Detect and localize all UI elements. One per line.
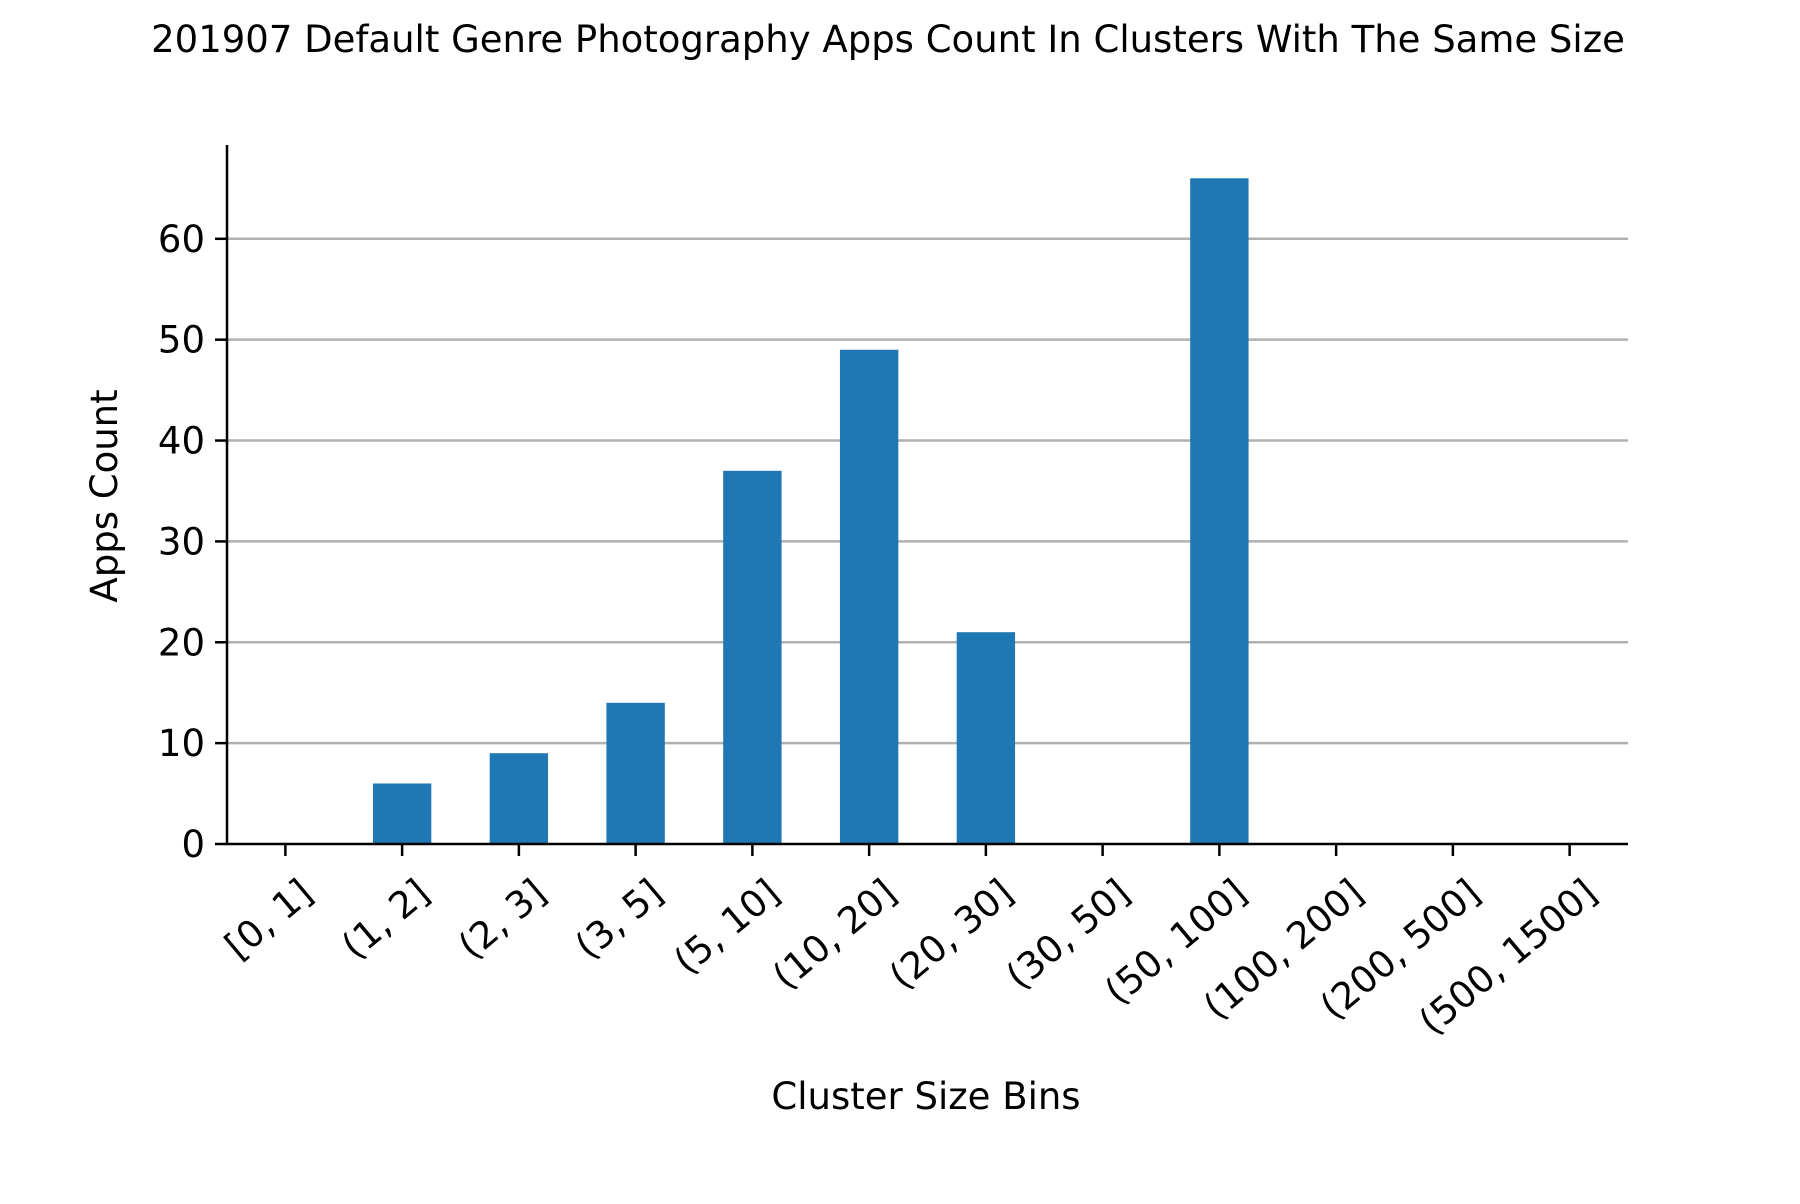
- y-tick-label-20: 20: [158, 621, 205, 664]
- bar-8: [1190, 178, 1249, 845]
- bar-4: [723, 470, 782, 844]
- bar-3: [606, 702, 665, 844]
- x-tick-label-2: (2, 3]: [450, 871, 554, 968]
- bar-2: [489, 753, 549, 844]
- bar-6: [956, 632, 1016, 844]
- y-tick-label-30: 30: [158, 520, 205, 563]
- y-tick-label-0: 0: [181, 823, 205, 866]
- x-ticks: [0, 1] (1, 2] (2, 3] (3, 5](5, 10](10, 20](…: [217, 844, 1605, 1043]
- x-tick-label-1: (1, 2]: [334, 871, 438, 968]
- bar-1: [372, 783, 432, 844]
- y-tick-label-60: 60: [158, 218, 205, 261]
- x-tick-label-3: (3, 5]: [567, 871, 671, 968]
- x-axis-label: Cluster Size Bins: [771, 1075, 1080, 1118]
- bars: [372, 178, 1249, 845]
- bar-5: [839, 349, 899, 844]
- gridlines: [227, 237, 1628, 745]
- y-tick-label-10: 10: [158, 722, 205, 765]
- y-axis-label: Apps Count: [83, 389, 126, 602]
- y-tick-label-50: 50: [158, 319, 205, 362]
- y-ticks: 0 10 20 30 40 50 60: [158, 218, 227, 866]
- chart-title: 201907 Default Genre Photography Apps Co…: [151, 18, 1625, 61]
- x-tick-label-6: (20, 30]: [881, 871, 1021, 998]
- x-tick-label-5: (10, 20]: [764, 871, 904, 998]
- axes: [225, 145, 1628, 846]
- x-tick-label-0: [0, 1]: [217, 871, 321, 968]
- y-tick-label-40: 40: [158, 420, 205, 463]
